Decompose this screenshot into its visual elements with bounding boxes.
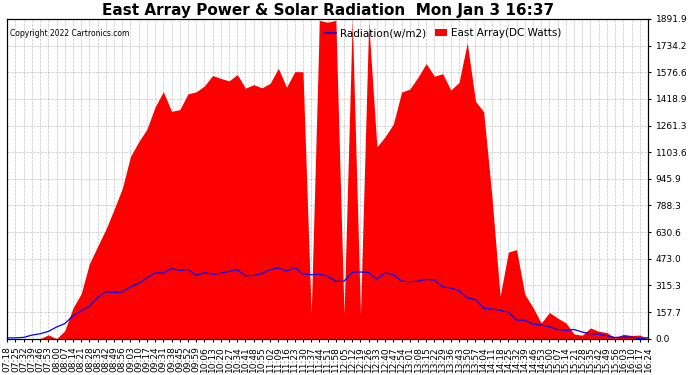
Legend: Radiation(w/m2), East Array(DC Watts): Radiation(w/m2), East Array(DC Watts)	[319, 24, 566, 42]
Title: East Array Power & Solar Radiation  Mon Jan 3 16:37: East Array Power & Solar Radiation Mon J…	[101, 3, 553, 18]
Text: Copyright 2022 Cartronics.com: Copyright 2022 Cartronics.com	[10, 28, 130, 38]
